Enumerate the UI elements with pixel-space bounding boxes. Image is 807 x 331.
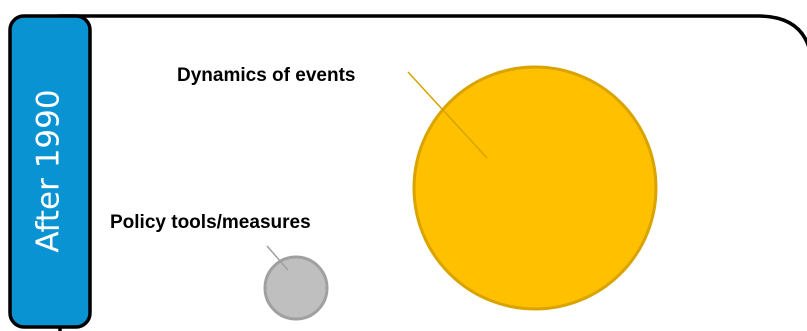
policy-label: Policy tools/measures (110, 212, 311, 233)
policy-bubble (263, 255, 329, 321)
events-leader-line (407, 71, 488, 159)
events-label: Dynamics of events (177, 65, 355, 86)
side-panel-label: After 1990 (31, 89, 67, 252)
side-panel (8, 14, 92, 329)
events-bubble (412, 65, 658, 311)
policy-leader-line (266, 245, 289, 271)
